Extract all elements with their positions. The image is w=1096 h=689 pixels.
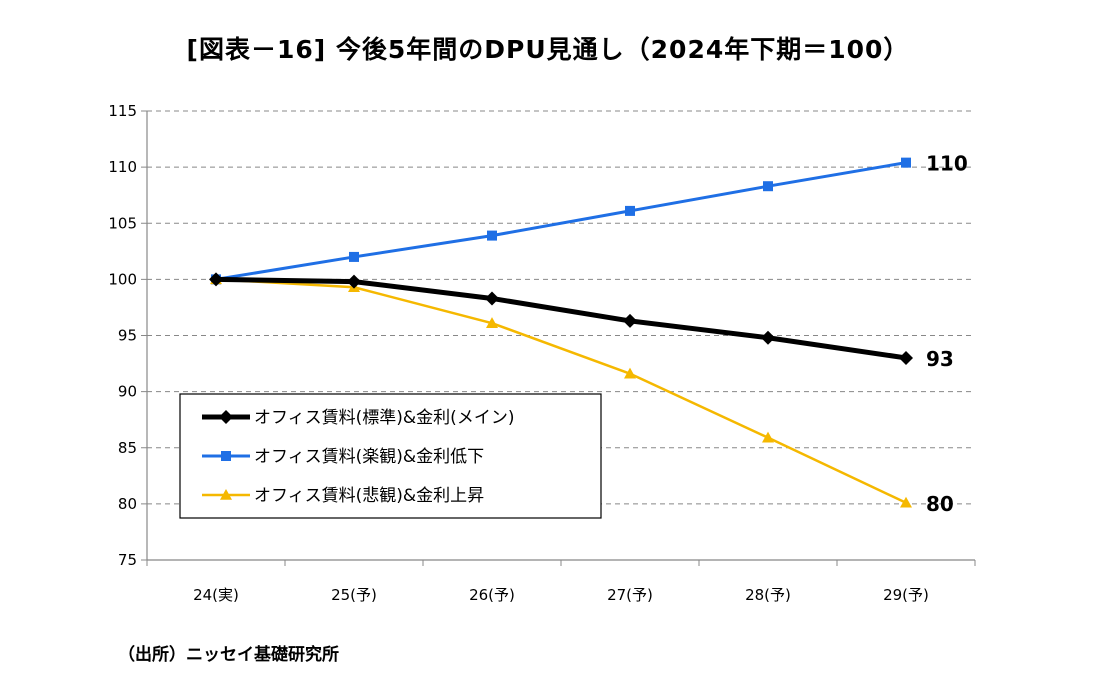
data-point: [347, 274, 361, 289]
series-line: [215, 161, 907, 281]
y-tick-label: 100: [108, 270, 137, 288]
data-point: [901, 157, 911, 168]
data-point: [209, 272, 223, 287]
data-point: [487, 230, 497, 241]
legend-label: オフィス賃料(悲観)&金利上昇: [254, 486, 484, 506]
y-tick-label: 105: [108, 214, 137, 232]
series-line: [215, 278, 907, 504]
data-point: [899, 350, 913, 365]
data-point: [761, 330, 775, 345]
x-tick-label: 28(予): [745, 586, 791, 604]
y-tick-label: 115: [108, 102, 137, 120]
end-value-label: 93: [926, 347, 954, 371]
legend-box: [179, 393, 602, 519]
series-line: [215, 276, 907, 361]
legend-label: オフィス賃料(標準)&金利(メイン): [254, 408, 514, 428]
legend-label: オフィス賃料(楽観)&金利低下: [254, 447, 484, 467]
y-tick-label: 110: [108, 158, 137, 176]
end-value-label: 80: [926, 492, 954, 516]
end-value-label: 110: [926, 152, 968, 176]
data-point: [762, 431, 774, 443]
y-tick-label: 75: [118, 551, 137, 569]
x-tick-label: 24(実): [193, 586, 239, 604]
source-note: （出所）ニッセイ基礎研究所: [118, 645, 339, 665]
data-point: [624, 367, 636, 379]
data-point: [623, 313, 637, 328]
legend-marker: [221, 451, 231, 461]
data-point: [763, 181, 773, 192]
x-tick-label: 27(予): [607, 586, 653, 604]
x-tick-label: 29(予): [883, 586, 929, 604]
y-tick-label: 95: [118, 327, 137, 345]
chart-title: [図表－16] 今後5年間のDPU見通し（2024年下期＝100）: [186, 35, 910, 64]
data-point: [625, 205, 635, 216]
y-tick-label: 85: [118, 439, 137, 457]
x-tick-label: 25(予): [331, 586, 377, 604]
data-point: [349, 251, 359, 262]
data-point: [486, 317, 498, 328]
legend-marker: [219, 410, 233, 424]
data-point: [485, 291, 499, 306]
legend-marker: [220, 489, 232, 500]
x-tick-label: 26(予): [469, 586, 515, 604]
y-tick-label: 80: [118, 495, 137, 513]
data-point: [900, 496, 912, 508]
y-tick-label: 90: [118, 383, 137, 401]
